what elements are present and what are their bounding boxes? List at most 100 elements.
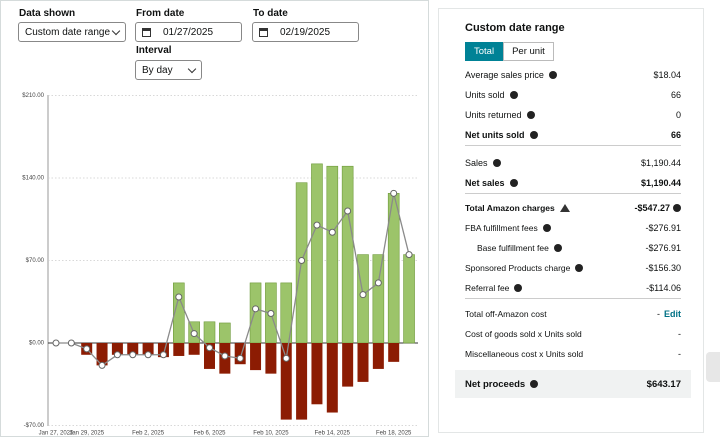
input-value: 01/27/2025	[163, 26, 214, 38]
row-label: Net proceeds	[465, 378, 526, 390]
summary-row: Total Amazon charges -$547.27	[465, 198, 681, 218]
x-tick-label: Jan 29, 2025	[69, 431, 104, 437]
from-date-input[interactable]: 01/27/2025	[135, 22, 242, 42]
summary-row: Sales $1,190.44	[465, 153, 681, 173]
panel-title: Custom date range	[465, 22, 565, 34]
line	[56, 193, 410, 367]
bar	[96, 343, 108, 366]
point	[252, 305, 260, 313]
label: From date	[136, 8, 185, 19]
point	[267, 310, 275, 318]
y-tick-label: $210.00	[22, 93, 44, 99]
point	[390, 189, 398, 197]
bar	[341, 165, 354, 344]
bar	[234, 343, 246, 365]
point	[67, 339, 75, 347]
point	[359, 291, 367, 299]
row-value: -	[657, 309, 660, 319]
summary-row: Net sales $1,190.44	[465, 173, 681, 194]
row-label: Referral fee	[465, 283, 510, 293]
summary-row: Referral fee -$114.06	[465, 278, 681, 299]
summary-row: Units sold 66	[465, 85, 681, 105]
bar	[342, 343, 354, 387]
point	[344, 207, 352, 215]
bar	[204, 343, 215, 369]
row-value: -	[678, 349, 681, 359]
bar	[372, 254, 385, 344]
row-label: Sales	[465, 158, 488, 168]
bar	[157, 343, 169, 358]
bar	[265, 343, 277, 374]
row-label: FBA fulfillment fees	[465, 223, 538, 233]
point	[83, 345, 91, 353]
interval-select[interactable]: By day	[135, 60, 202, 80]
row-label: Net sales	[465, 178, 505, 188]
label: Data shown	[19, 8, 76, 19]
bar	[372, 343, 384, 369]
row-value: -$276.91	[645, 223, 681, 233]
tabs: Total Per unit	[465, 42, 554, 61]
summary-row: Miscellaneous cost x Units sold -	[465, 344, 681, 364]
summary-row: Average sales price $18.04	[465, 65, 681, 85]
bar	[311, 163, 323, 344]
row-label: Net units sold	[465, 130, 525, 140]
row-value: $1,190.44	[640, 178, 681, 188]
summary-row: Sponsored Products charge -$156.30	[465, 258, 681, 278]
row-label: Cost of goods sold x Units sold	[465, 329, 582, 339]
row-label: Units sold	[465, 90, 505, 100]
row-value: -	[678, 329, 681, 339]
bar	[111, 343, 123, 355]
bar	[219, 322, 231, 344]
x-tick-label: Feb 6, 2025	[193, 431, 226, 437]
summary-row: FBA fulfillment fees -$276.91	[465, 218, 681, 238]
bar	[250, 343, 262, 371]
label: Interval	[136, 45, 172, 56]
point	[159, 351, 167, 359]
data-shown-select[interactable]: Custom date range	[18, 22, 126, 42]
row-value: 66	[670, 130, 681, 140]
point	[221, 352, 229, 360]
x-tick-label: Feb 2, 2025	[132, 431, 165, 437]
tab[interactable]: Per unit	[503, 42, 554, 61]
row-value: $643.17	[646, 378, 681, 390]
y-tick-label: $140.00	[22, 176, 44, 182]
x-tick-label: Feb 10, 2025	[253, 431, 289, 437]
row-label: Sponsored Products charge	[465, 263, 571, 273]
row-label: Miscellaneous cost x Units sold	[465, 349, 584, 359]
summary-row: Net units sold 66	[465, 125, 681, 146]
row-label: Total Amazon charges	[465, 203, 555, 213]
x-tick-label: Jan 27, 2025	[39, 431, 74, 437]
side-toggle[interactable]	[706, 352, 720, 382]
bar	[388, 343, 400, 362]
point	[374, 279, 382, 287]
bar	[142, 343, 154, 355]
point	[113, 351, 121, 359]
summary-row: Units returned 0	[465, 105, 681, 125]
point	[298, 257, 306, 264]
bar	[403, 254, 415, 344]
bar	[326, 165, 339, 344]
chart: -$70.00 $0.00 $70.00 $140.00 $210.00 Jan 27, …	[0, 0, 429, 437]
summary-row: Total off-Amazon cost - Edit	[465, 304, 681, 324]
summary-row: Base fulfillment fee -$276.91	[465, 238, 681, 258]
bar	[203, 321, 216, 344]
y-tick-label: -$70.00	[24, 423, 45, 429]
bar	[188, 343, 200, 355]
row-value: 0	[675, 110, 681, 120]
net-proceeds: Net proceeds $643.17	[455, 370, 691, 398]
x-tick-label: Feb 18, 2025	[376, 431, 412, 437]
point	[144, 351, 152, 359]
bar	[296, 343, 308, 420]
row-label: Average sales price	[465, 70, 544, 80]
point	[190, 330, 198, 338]
row-value: $18.04	[653, 70, 681, 80]
to-date-input[interactable]: 02/19/2025	[252, 22, 359, 42]
edit-link[interactable]: Edit	[664, 309, 681, 319]
bar	[326, 343, 338, 413]
tab[interactable]: Total	[465, 42, 504, 61]
row-value: 66	[670, 90, 681, 100]
row-label: Units returned	[465, 110, 522, 120]
point	[328, 228, 336, 236]
point	[282, 354, 290, 362]
